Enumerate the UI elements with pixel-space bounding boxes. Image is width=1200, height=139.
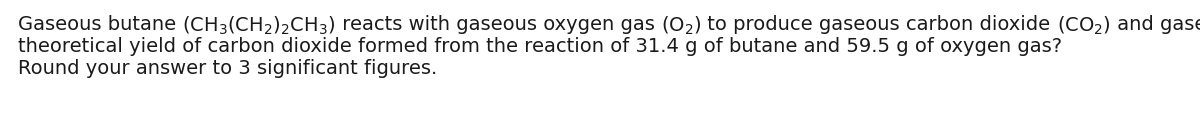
Text: Gaseous butane: Gaseous butane xyxy=(18,15,182,34)
Text: $\left(\mathrm{O_2}\right)$: $\left(\mathrm{O_2}\right)$ xyxy=(661,15,701,37)
Text: reacts with gaseous oxygen gas: reacts with gaseous oxygen gas xyxy=(336,15,661,34)
Text: theoretical yield of carbon dioxide formed from the reaction of 31.4 g of butane: theoretical yield of carbon dioxide form… xyxy=(18,37,1062,56)
Text: $\left(\mathrm{CO_2}\right)$: $\left(\mathrm{CO_2}\right)$ xyxy=(1056,15,1110,37)
Text: $\left(\mathrm{CH_3(CH_2)_2CH_3}\right)$: $\left(\mathrm{CH_3(CH_2)_2CH_3}\right)$ xyxy=(182,15,336,37)
Text: and gaseous water: and gaseous water xyxy=(1110,15,1200,34)
Text: Round your answer to 3 significant figures.: Round your answer to 3 significant figur… xyxy=(18,59,437,78)
Text: to produce gaseous carbon dioxide: to produce gaseous carbon dioxide xyxy=(701,15,1056,34)
